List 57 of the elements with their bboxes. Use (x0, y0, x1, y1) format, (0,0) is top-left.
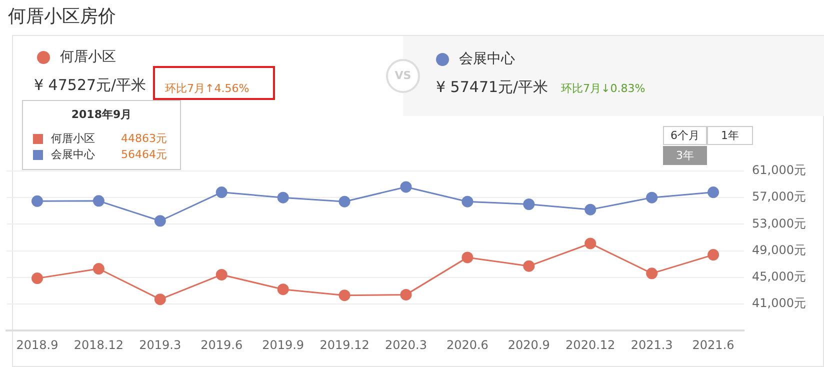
legend-label: 会展中心 (51, 147, 96, 162)
point (338, 290, 350, 302)
point (708, 186, 720, 198)
point (277, 192, 289, 204)
point (523, 198, 535, 210)
text: 3年 (663, 146, 707, 165)
text: 1年 (707, 126, 753, 145)
point (338, 196, 350, 208)
text: 56464元 (121, 148, 167, 161)
chart-title: 何厝小区房价 (8, 5, 116, 28)
y-tick-label: 61,000元 (752, 163, 806, 178)
text: ¥ 57471元/平米 (436, 78, 548, 97)
x-tick-label: 2018.12 (74, 338, 124, 352)
x-tick-label: 2019.9 (262, 338, 304, 352)
point (584, 238, 596, 250)
x-tick-label: 2021.3 (630, 338, 673, 352)
x-tick-label: 2020.6 (446, 338, 488, 352)
point (216, 268, 228, 280)
point (646, 192, 658, 204)
point (31, 272, 43, 284)
text: 环比7月↓0.83% (561, 81, 646, 96)
x-tick-label: 2019.12 (320, 338, 370, 352)
x-tick-label: 2019.3 (139, 338, 182, 352)
x-tick-label: 2021.6 (692, 338, 734, 352)
point (462, 196, 474, 208)
point (92, 263, 104, 275)
point (646, 268, 658, 280)
point (400, 288, 412, 300)
legend-label: 何厝小区 (51, 131, 96, 146)
text: 6个月 (663, 126, 707, 145)
point (584, 204, 596, 216)
x-tick-label: 2020.3 (384, 338, 427, 352)
text: 环比7月↑4.56% (165, 81, 250, 96)
x-tick-label: 2019.6 (200, 338, 243, 352)
point (462, 252, 474, 264)
text: 会展中心 (459, 51, 515, 67)
point (523, 260, 535, 272)
point (154, 294, 166, 306)
x-tick-label: 2020.9 (508, 338, 550, 352)
y-tick-label: 45,000元 (752, 270, 806, 284)
y-tick-label: 57,000元 (752, 190, 806, 204)
point (92, 195, 104, 207)
text: ¥ 47527元/平米 (34, 76, 146, 95)
text: 何厝小区 (60, 49, 116, 65)
point (154, 215, 166, 227)
x-tick-label: 2020.12 (566, 338, 616, 352)
y-tick-label: 41,000元 (752, 296, 806, 310)
point (277, 284, 289, 296)
y-tick-label: 49,000元 (752, 242, 806, 257)
text: 44863元 (121, 132, 167, 145)
point (31, 195, 43, 207)
point (400, 181, 412, 193)
y-tick-label: 53,000元 (752, 216, 806, 230)
point (708, 249, 720, 261)
text: 2018年9月 (70, 107, 133, 122)
x-tick-label: 2018.9 (16, 338, 58, 352)
point (216, 186, 228, 198)
